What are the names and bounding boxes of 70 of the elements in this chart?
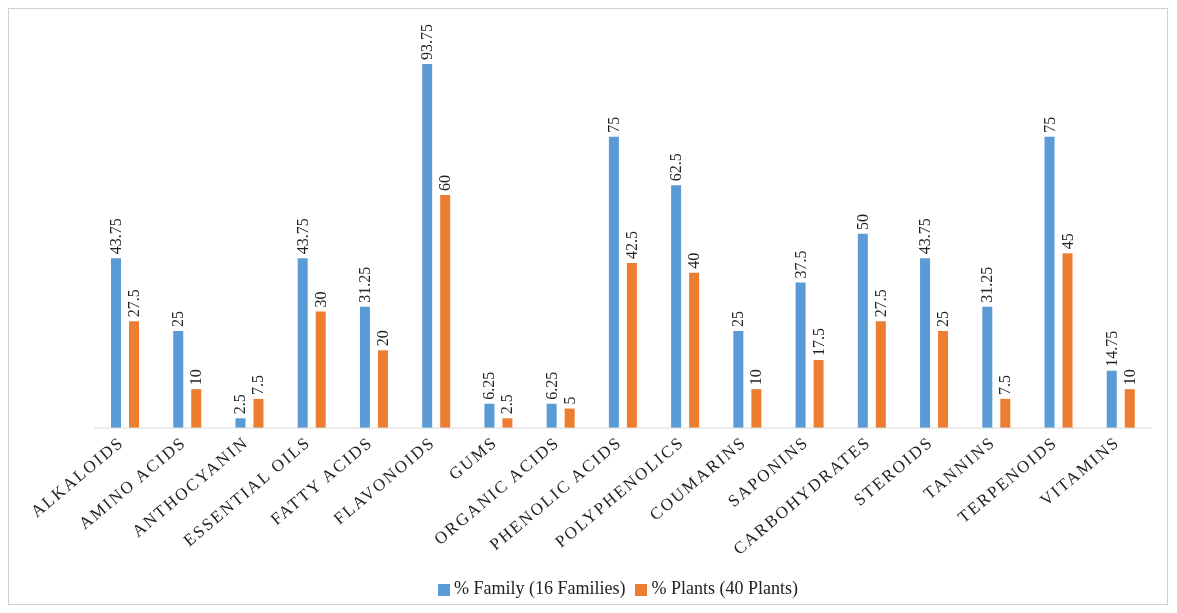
data-label: 43.75 [916, 218, 934, 255]
data-label: 30 [311, 291, 329, 308]
data-label: 75 [604, 116, 622, 133]
bar [813, 360, 824, 428]
bar [297, 258, 308, 428]
bar [626, 262, 637, 428]
bar [440, 195, 451, 428]
data-label: 10 [187, 369, 205, 386]
bar [920, 258, 931, 428]
bar [315, 311, 326, 428]
data-label: 2.5 [498, 394, 516, 415]
bar [129, 321, 139, 428]
data-label: 31.25 [978, 266, 996, 303]
bar [422, 64, 433, 428]
data-label: 14.75 [1102, 330, 1120, 367]
bar [1044, 136, 1055, 428]
data-label: 27.5 [125, 289, 142, 318]
data-label: 25 [729, 310, 747, 327]
bar [938, 330, 949, 428]
bar [502, 418, 513, 428]
bar [235, 418, 246, 428]
legend-label: % Family (16 Families) [454, 578, 626, 598]
data-label: 17.5 [809, 328, 827, 357]
bar [608, 136, 619, 428]
bar [982, 306, 993, 428]
data-label: 25 [934, 310, 952, 327]
bar [1062, 253, 1073, 428]
bar [689, 272, 700, 428]
data-label: 50 [853, 213, 871, 230]
bar [111, 258, 121, 428]
data-label: 10 [747, 369, 765, 386]
bar [857, 233, 868, 428]
bar [564, 408, 575, 428]
data-label: 40 [685, 252, 703, 269]
bar [1124, 389, 1135, 428]
data-label: 5 [560, 396, 578, 405]
data-label: 43.75 [107, 218, 124, 255]
bar [671, 185, 682, 428]
data-label: 42.5 [622, 230, 640, 259]
bar [377, 350, 388, 428]
data-label: 93.75 [418, 24, 436, 60]
data-label: 7.5 [249, 374, 267, 395]
data-label: 2.5 [231, 394, 249, 415]
bar [875, 321, 886, 428]
bar [359, 306, 370, 428]
data-label: 31.25 [355, 266, 373, 303]
bar [173, 330, 184, 428]
data-label: 7.5 [996, 374, 1014, 395]
bar [1106, 370, 1117, 428]
data-label: 6.25 [542, 371, 560, 400]
bar [191, 389, 202, 428]
bar [546, 403, 557, 428]
data-label: 60 [436, 175, 454, 192]
data-label: 6.25 [480, 371, 498, 400]
data-label: 45 [1058, 233, 1076, 250]
data-label: 25 [169, 310, 187, 327]
data-label: 10 [1120, 369, 1138, 386]
bar [1000, 398, 1011, 428]
data-label: 75 [1040, 116, 1058, 133]
bar [733, 330, 744, 428]
bar [484, 403, 495, 428]
bar [751, 389, 762, 428]
data-label: 43.75 [293, 218, 311, 255]
bar [253, 398, 264, 428]
legend-label: % Plants (40 Plants) [651, 578, 798, 598]
data-label: 27.5 [871, 289, 889, 318]
data-label: 62.5 [667, 153, 685, 182]
data-label: 20 [373, 330, 391, 347]
data-label: 37.5 [791, 250, 809, 279]
bar [795, 282, 806, 428]
